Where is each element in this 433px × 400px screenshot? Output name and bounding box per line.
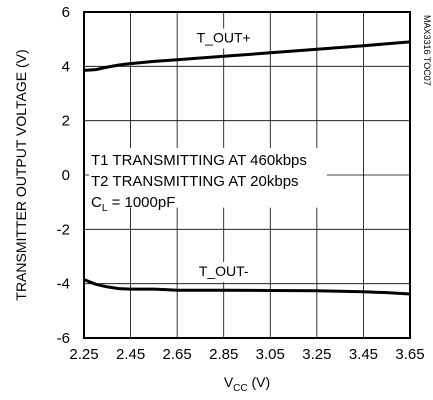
figure-code: MAX3316 TOC07 — [422, 15, 432, 86]
x-axis-label-subscript: CC — [233, 383, 247, 394]
y-tick-label: 2 — [62, 113, 70, 130]
series-label-tout-minus: T_OUT- — [199, 263, 249, 279]
y-tick-label: -6 — [57, 330, 70, 347]
y-tick-label: -4 — [57, 276, 70, 293]
annotation-background — [89, 147, 327, 208]
series-label-bg-neg — [187, 262, 260, 283]
annotation-load-capacitance: CL = 1000pF — [91, 194, 175, 214]
series-line — [83, 40, 411, 72]
cl-value: = 1000pF — [107, 194, 175, 211]
x-tick-label: 2.25 — [69, 346, 98, 363]
plot-frame — [83, 11, 411, 339]
x-tick-label: 3.45 — [349, 346, 378, 363]
x-axis-label-unit: (V) — [248, 374, 271, 390]
y-axis-label: TRANSMITTER OUTPUT VOLTAGE (V) — [13, 49, 29, 300]
x-tick-label: 2.85 — [209, 346, 238, 363]
cl-subscript: L — [102, 203, 108, 214]
annotation-t2: T2 TRANSMITTING AT 20kbps — [91, 173, 299, 190]
series-label-bg-pos — [185, 28, 262, 49]
x-tick-label: 3.65 — [395, 346, 424, 363]
y-tick-label: 4 — [62, 58, 70, 75]
series-line — [83, 278, 411, 296]
x-axis-label: VCC (V) — [224, 374, 270, 394]
x-tick-label: 2.45 — [116, 346, 145, 363]
series-label-tout-plus: T_OUT+ — [197, 29, 251, 45]
annotation-t1: T1 TRANSMITTING AT 460kbps — [91, 152, 307, 169]
y-tick-label: 6 — [62, 4, 70, 21]
y-tick-label: 0 — [62, 167, 70, 184]
y-tick-label: -2 — [57, 221, 70, 238]
series-layer — [83, 40, 411, 296]
x-axis-label-main: V — [224, 374, 234, 390]
x-tick-label: 3.25 — [302, 346, 331, 363]
x-tick-label: 2.65 — [163, 346, 192, 363]
tick-labels: 2.25 2.45 2.65 2.85 3.05 3.25 3.45 3.65 6 4 2 0 -2 -4… — [57, 4, 425, 363]
cl-main: C — [91, 194, 102, 211]
x-tick-label: 3.05 — [256, 346, 285, 363]
